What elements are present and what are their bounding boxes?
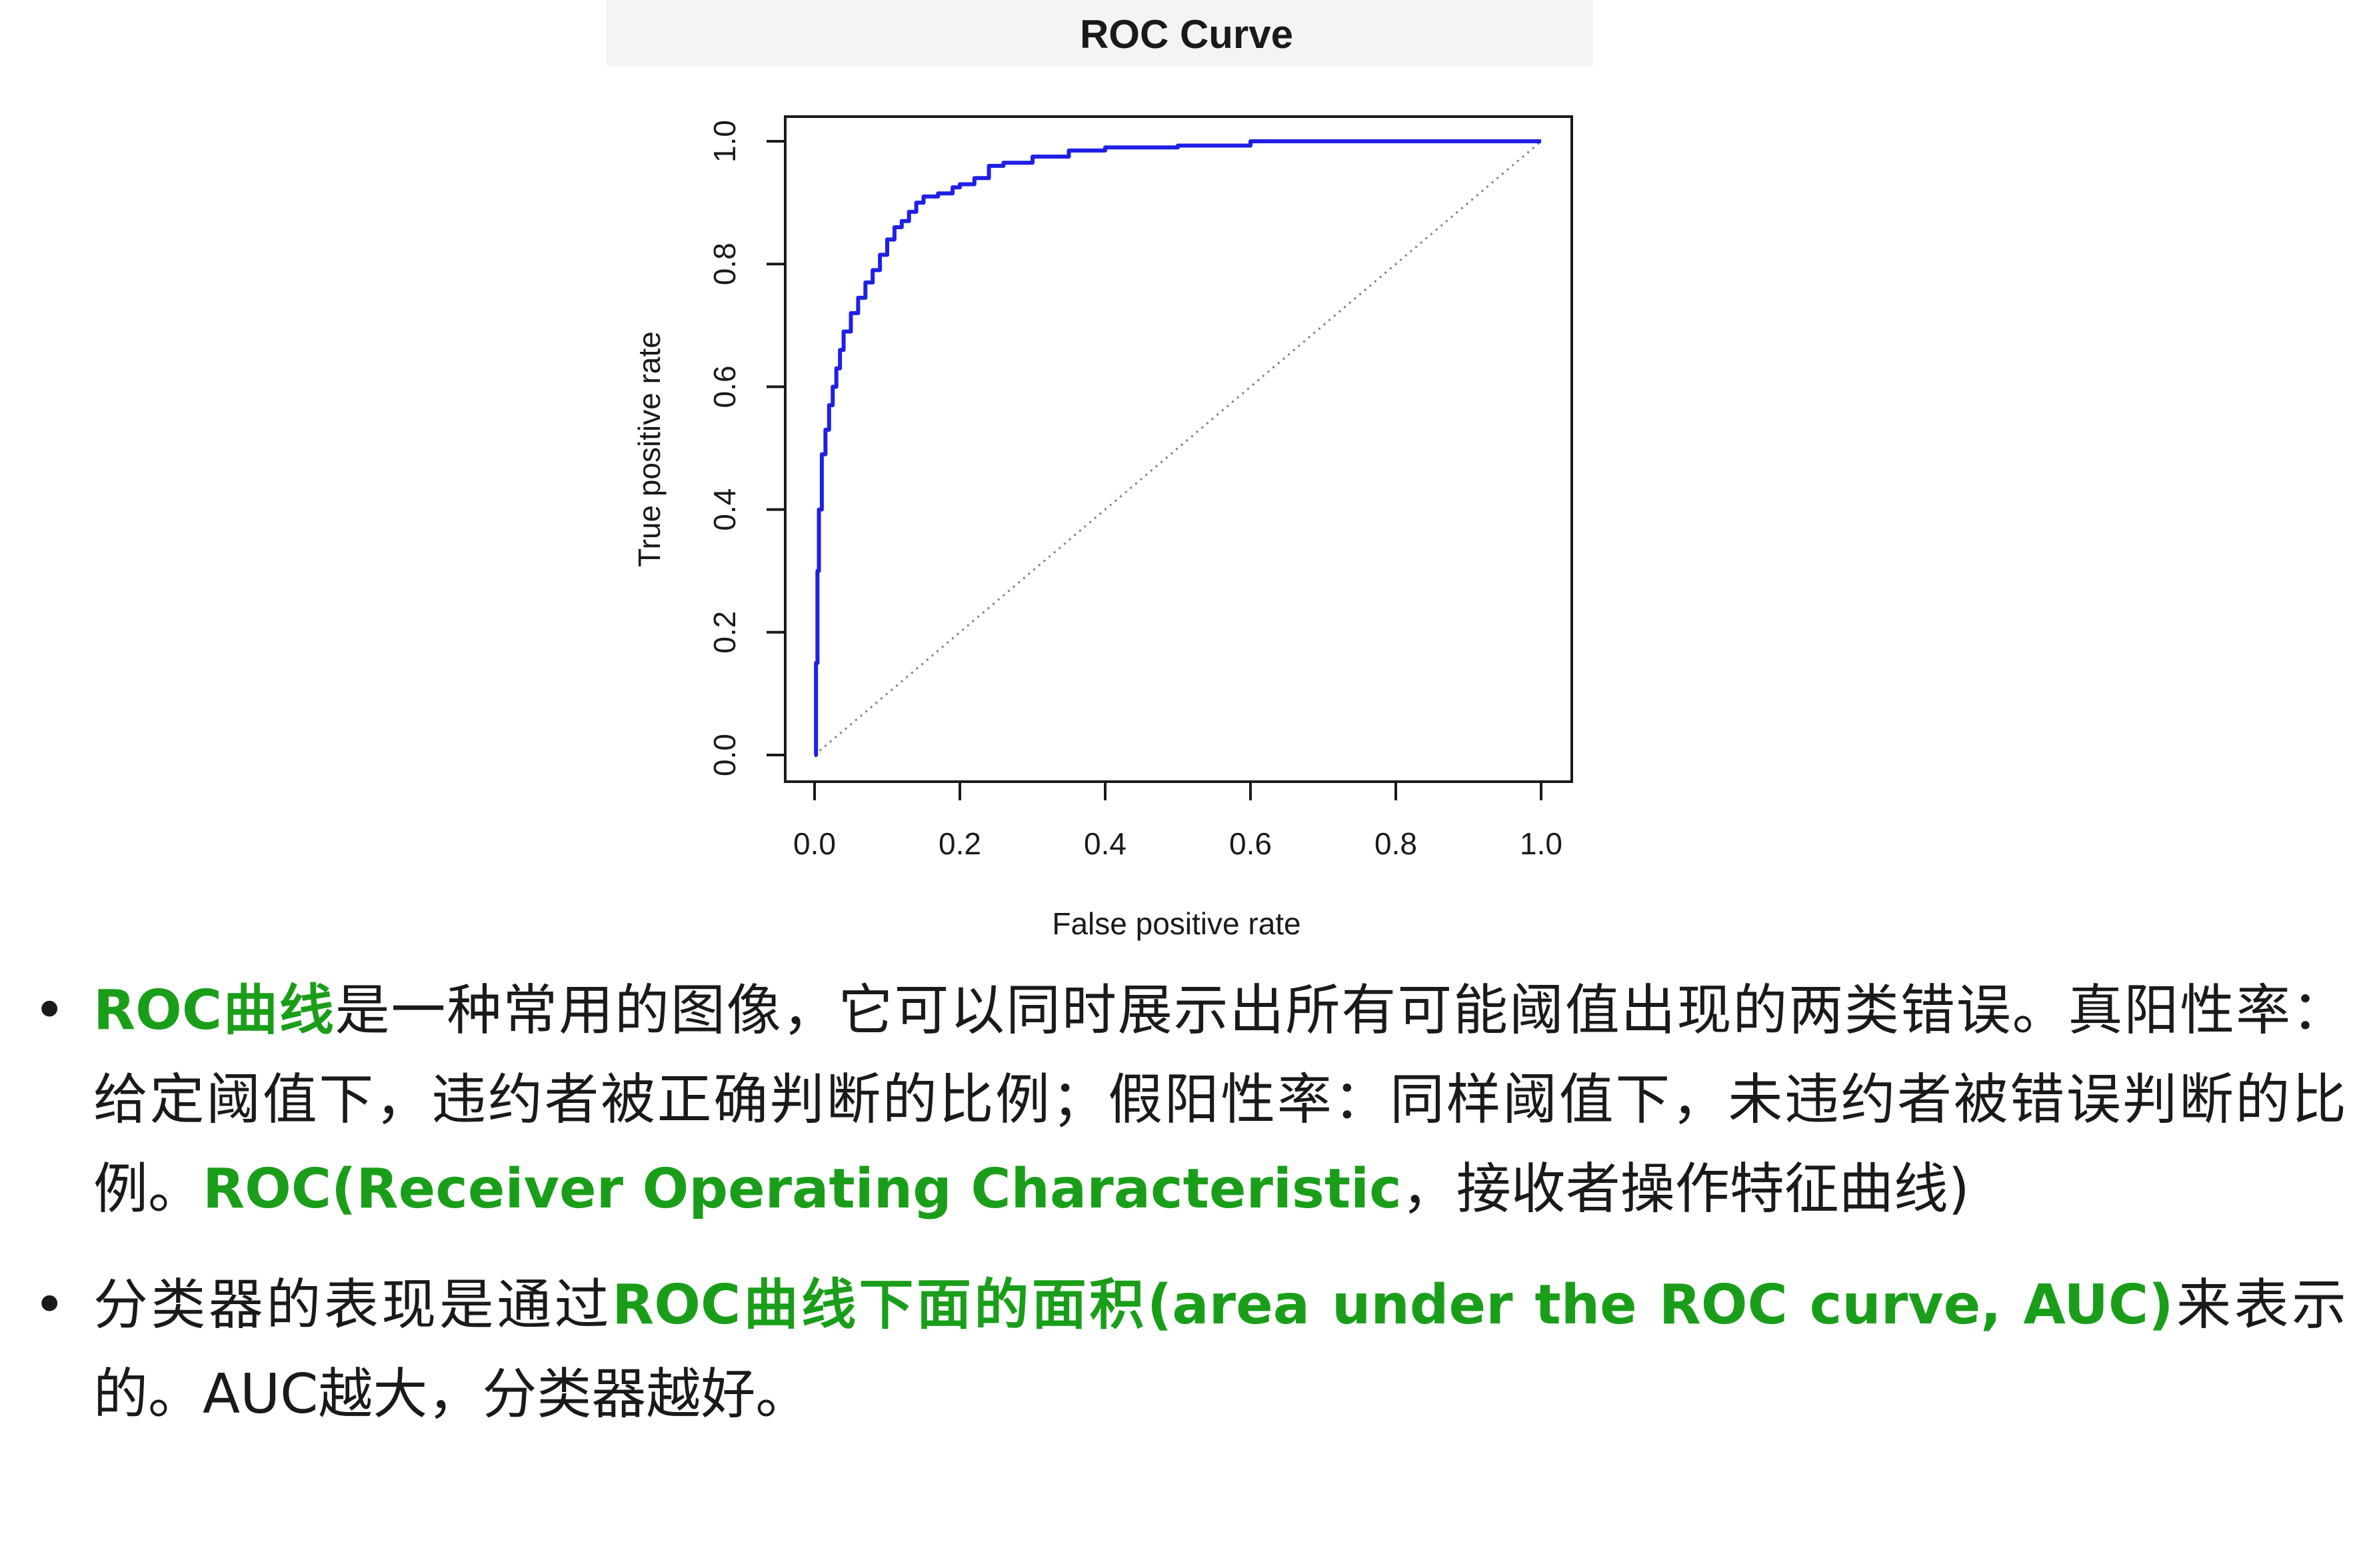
- y-axis-label: True positive rate: [632, 331, 667, 567]
- bullet-roc-definition: • ROC曲线是一种常用的图像，它可以同时展示出所有可能阈值出现的两类错误。真阳性…: [27, 966, 2346, 1234]
- x-tick-label: 0.8: [1374, 826, 1417, 861]
- roc-chart-panel: ROC Curve 0.0 0.2 0.4 0.6 0.8 1.0 0.0 0.2 0.4 0.…: [607, 0, 1593, 941]
- explanation-list: • ROC曲线是一种常用的图像，它可以同时展示出所有可能阈值出现的两类错误。真阳性…: [27, 966, 2346, 1439]
- y-tick-label: 1.0: [707, 120, 742, 163]
- roc-curve-term: ROC曲线: [93, 979, 335, 1042]
- auc-intro-text: 分类器的表现是通过: [93, 1273, 613, 1337]
- y-tick-label: 0.0: [707, 734, 742, 776]
- x-tick-label: 0.2: [939, 826, 981, 861]
- roc-full-name: ROC(Receiver Operating Characteristic: [203, 1158, 1402, 1221]
- x-tick-label: 0.4: [1084, 826, 1127, 861]
- y-tick-label: 0.8: [707, 243, 742, 285]
- bullet-auc: • 分类器的表现是通过ROC曲线下面的面积(area under the ROC …: [27, 1261, 2346, 1439]
- y-axis: 0.0 0.2 0.4 0.6 0.8 1.0: [707, 120, 787, 776]
- plot-lines: [814, 139, 1542, 757]
- x-tick-label: 0.6: [1229, 826, 1272, 861]
- y-tick-label: 0.2: [707, 611, 742, 654]
- chance-diagonal-line: [814, 140, 1542, 756]
- chart-title: ROC Curve: [1080, 12, 1293, 57]
- x-axis-label: False positive rate: [1052, 906, 1300, 941]
- x-tick-label: 0.0: [793, 826, 836, 861]
- x-tick-label: 1.0: [1520, 826, 1562, 861]
- roc-curve-line: [814, 139, 1541, 757]
- roc-definition-text: 是一种常用的图像，它可以同时展示出所有可能阈值出现的两类错误。真阳性率：给定阈值…: [93, 979, 2346, 1221]
- roc-chinese-name: ，接收者操作特征曲线): [1401, 1158, 1970, 1221]
- auc-term: ROC曲线下面的面积(area under the ROC curve, AUC…: [612, 1273, 2174, 1337]
- title-strip: [607, 0, 1593, 67]
- bullet-dot: •: [33, 1273, 66, 1337]
- auc-conclusion-text: 来表示的。AUC越大，分类器越好。: [93, 1273, 2346, 1426]
- bullet-dot: •: [33, 979, 66, 1042]
- plot-frame: [784, 115, 1573, 783]
- roc-chart: ROC Curve 0.0 0.2 0.4 0.6 0.8 1.0 0.00.20.40.…: [607, 0, 1593, 941]
- y-tick-label: 0.6: [707, 365, 742, 408]
- x-axis: 0.0 0.2 0.4 0.6 0.8 1.0: [793, 780, 1562, 861]
- y-tick-label: 0.4: [707, 488, 742, 531]
